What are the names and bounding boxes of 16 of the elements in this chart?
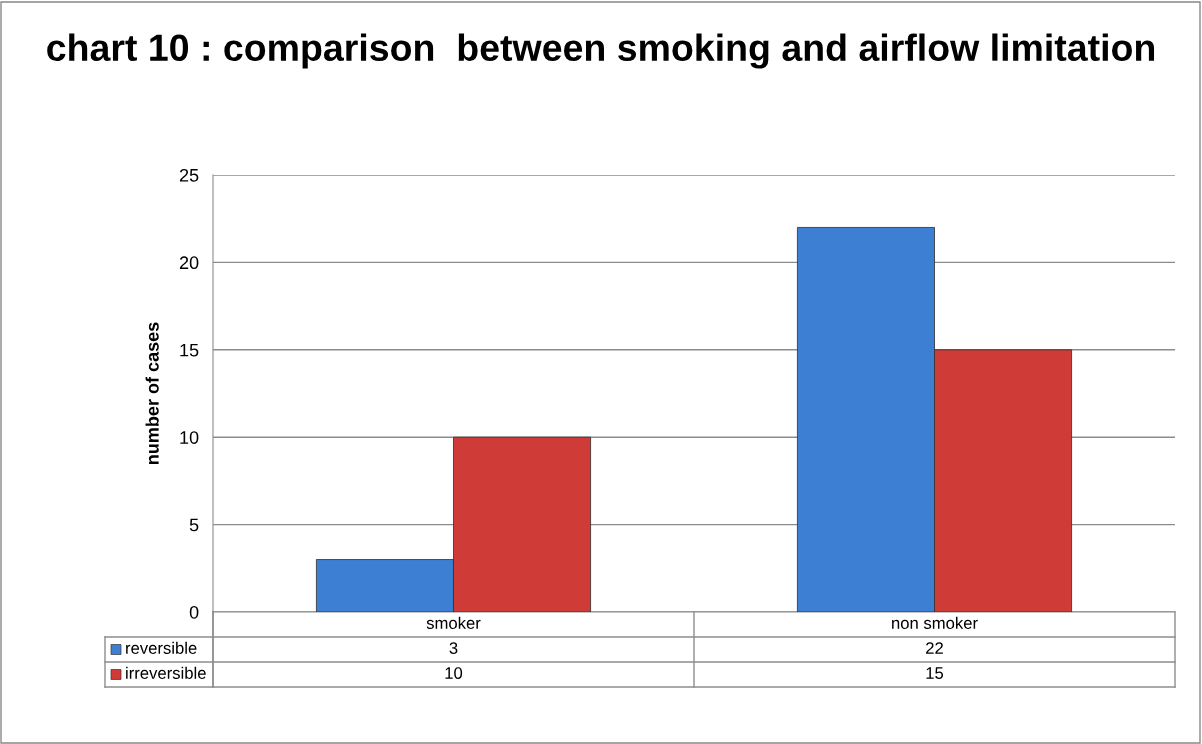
y-tick-label: 0 [189, 605, 199, 619]
chart-title: chart 10 : comparison between smoking and airflow limitation [47, 33, 1155, 69]
legend-label: reversible [126, 641, 197, 654]
x-tick-label: non smoker [892, 616, 978, 629]
y-tick-label: 10 [180, 431, 199, 444]
y-axis-title: number of cases [145, 322, 159, 465]
y-tick-label: 20 [179, 256, 199, 270]
x-tick-label: smoker [426, 616, 481, 629]
legend-label: irreversible [126, 666, 206, 679]
y-tick-label: 5 [189, 518, 199, 532]
data-label: 22 [926, 642, 943, 654]
data-label: 10 [445, 667, 463, 679]
y-tick-label: 25 [179, 168, 199, 182]
data-label: 3 [449, 642, 458, 654]
y-tick-label: 15 [180, 343, 199, 357]
data-label: 15 [926, 667, 944, 679]
